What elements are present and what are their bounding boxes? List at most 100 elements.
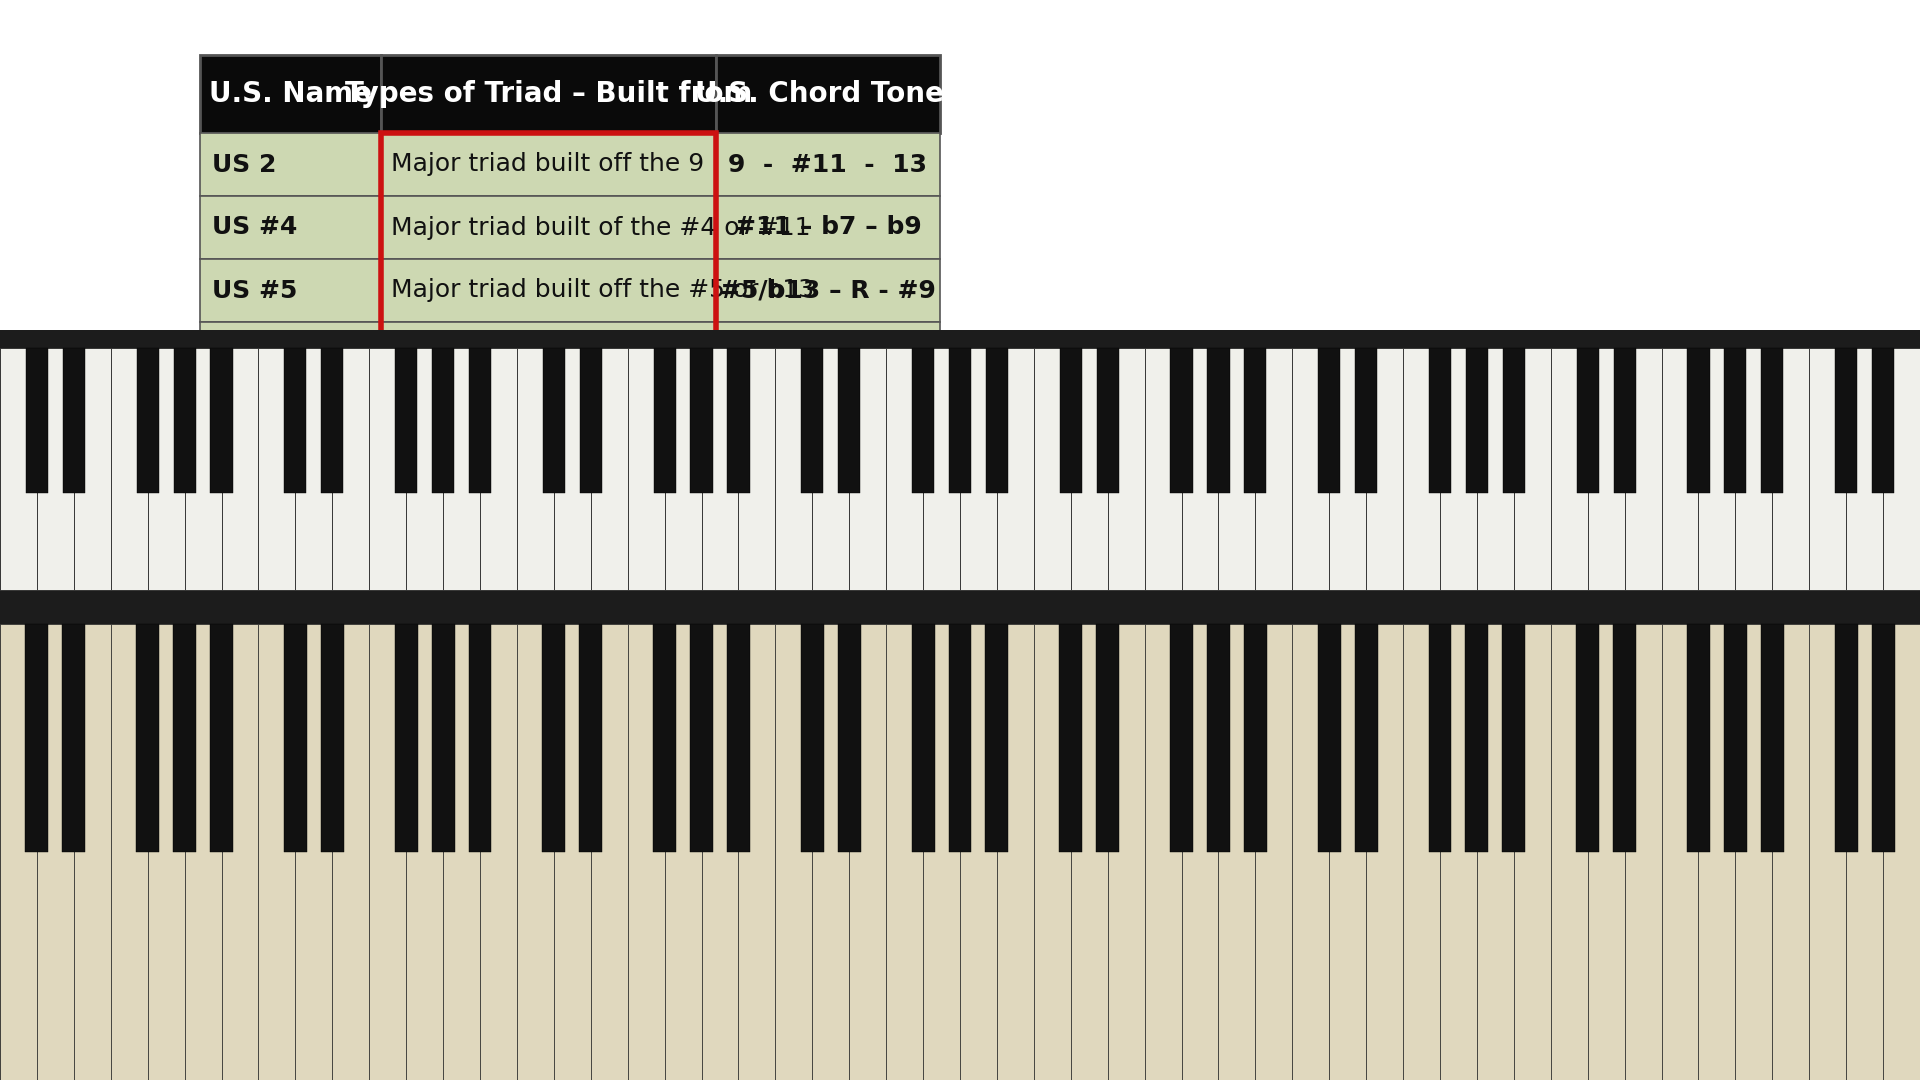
Bar xyxy=(36,624,73,1080)
Text: #5/b13 – R - #9: #5/b13 – R - #9 xyxy=(720,279,935,302)
Bar xyxy=(0,330,1920,590)
Bar xyxy=(716,259,941,322)
Text: 13 – b9 -  3: 13 – b9 - 3 xyxy=(751,341,904,365)
Text: Major triad built off the 9: Major triad built off the 9 xyxy=(392,152,705,176)
Bar xyxy=(284,348,307,494)
Bar xyxy=(1836,624,1857,852)
Bar xyxy=(837,624,860,852)
Bar xyxy=(985,624,1008,852)
Bar xyxy=(1367,348,1404,590)
Bar xyxy=(321,624,344,852)
Bar xyxy=(701,348,739,590)
Text: US 2: US 2 xyxy=(211,152,276,176)
Text: U.S. Chord Tones: U.S. Chord Tones xyxy=(695,80,960,108)
Bar xyxy=(1440,624,1476,1080)
Bar xyxy=(25,624,48,852)
Bar xyxy=(924,348,960,590)
Bar xyxy=(332,624,369,1080)
Bar xyxy=(1071,624,1108,1080)
Bar xyxy=(396,348,417,494)
Text: US #5: US #5 xyxy=(211,279,298,302)
Bar xyxy=(148,348,184,590)
Bar xyxy=(444,348,480,590)
Bar xyxy=(1884,624,1920,1080)
Bar xyxy=(407,624,444,1080)
Bar xyxy=(0,590,1920,1080)
Bar xyxy=(369,348,407,590)
Bar xyxy=(1244,348,1267,494)
Bar xyxy=(1513,624,1551,1080)
Bar xyxy=(209,624,232,852)
Bar xyxy=(432,624,455,852)
Bar xyxy=(1688,624,1711,852)
Bar xyxy=(1872,624,1895,852)
Bar xyxy=(1404,624,1440,1080)
Bar xyxy=(1613,624,1636,852)
Bar xyxy=(1169,624,1192,852)
Bar xyxy=(221,348,259,590)
Bar xyxy=(200,55,382,133)
Bar xyxy=(1060,348,1081,494)
Bar xyxy=(200,133,382,195)
Bar xyxy=(63,348,84,494)
Bar xyxy=(73,348,111,590)
Bar xyxy=(716,195,941,259)
Bar xyxy=(1292,348,1329,590)
Bar xyxy=(985,348,1008,494)
Bar xyxy=(1181,348,1219,590)
Bar xyxy=(259,624,296,1080)
Bar xyxy=(1465,348,1488,494)
Bar xyxy=(1256,624,1292,1080)
Bar xyxy=(1096,348,1119,494)
Bar xyxy=(259,348,296,590)
Bar xyxy=(1108,624,1144,1080)
Bar xyxy=(948,624,972,852)
Bar xyxy=(1219,624,1256,1080)
Bar xyxy=(1292,624,1329,1080)
Bar xyxy=(691,348,712,494)
Bar xyxy=(1809,624,1847,1080)
Bar xyxy=(25,348,48,494)
Bar xyxy=(960,624,996,1080)
Bar xyxy=(369,624,407,1080)
Bar xyxy=(628,624,664,1080)
Bar xyxy=(1356,624,1377,852)
Bar xyxy=(321,348,344,494)
Bar xyxy=(580,348,601,494)
Bar xyxy=(1809,348,1847,590)
Bar xyxy=(1329,348,1367,590)
Bar xyxy=(716,55,941,133)
Bar xyxy=(1699,624,1736,1080)
Bar xyxy=(432,348,455,494)
Bar xyxy=(1884,348,1920,590)
Bar xyxy=(382,322,716,384)
Bar xyxy=(1588,624,1624,1080)
Bar xyxy=(1244,624,1267,852)
Bar xyxy=(184,624,221,1080)
Text: US 6: US 6 xyxy=(211,341,276,365)
Bar xyxy=(653,624,676,852)
Text: Major triad built off the 13: Major triad built off the 13 xyxy=(392,341,720,365)
Bar xyxy=(1576,624,1599,852)
Bar xyxy=(664,348,701,590)
Bar xyxy=(1551,624,1588,1080)
Bar xyxy=(73,624,111,1080)
Text: Major triad built off the #5 or b13: Major triad built off the #5 or b13 xyxy=(392,279,814,302)
Bar xyxy=(728,624,751,852)
Bar xyxy=(1171,348,1192,494)
Bar xyxy=(776,624,812,1080)
Text: U.S. Name: U.S. Name xyxy=(209,80,372,108)
Bar xyxy=(543,348,564,494)
Bar xyxy=(1847,348,1884,590)
Bar xyxy=(541,624,564,852)
Bar xyxy=(1144,348,1181,590)
Bar xyxy=(382,259,716,322)
Bar xyxy=(664,624,701,1080)
Bar xyxy=(516,624,553,1080)
Bar xyxy=(516,348,553,590)
Bar xyxy=(1513,348,1551,590)
Bar xyxy=(1208,624,1231,852)
Bar xyxy=(887,348,924,590)
Bar xyxy=(1761,624,1784,852)
Bar xyxy=(468,348,492,494)
